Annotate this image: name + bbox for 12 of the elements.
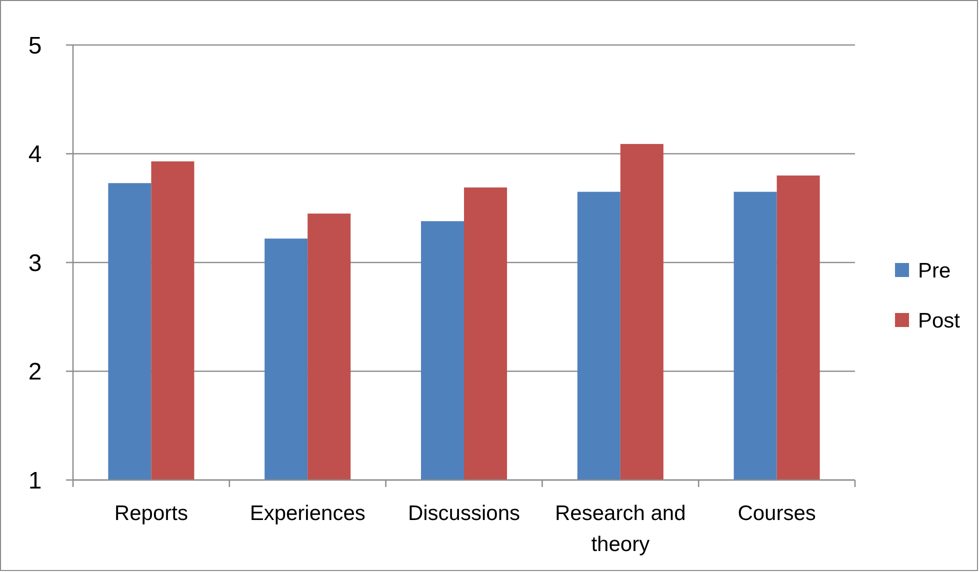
x-tick-label: Discussions xyxy=(408,502,520,525)
y-tick-label: 5 xyxy=(28,32,42,60)
x-tick-label: Reports xyxy=(114,502,188,525)
y-tick-label: 2 xyxy=(28,358,42,386)
x-tick-label: Experiences xyxy=(250,502,366,525)
y-tick-label: 4 xyxy=(28,141,42,168)
legend-label: Post xyxy=(918,309,960,332)
legend-label: Pre xyxy=(918,259,951,282)
y-tick-label: 3 xyxy=(28,250,42,277)
y-tick-label: 1 xyxy=(28,467,42,494)
x-tick-label: Research and theory xyxy=(555,502,686,556)
x-tick-label: Courses xyxy=(738,502,816,525)
